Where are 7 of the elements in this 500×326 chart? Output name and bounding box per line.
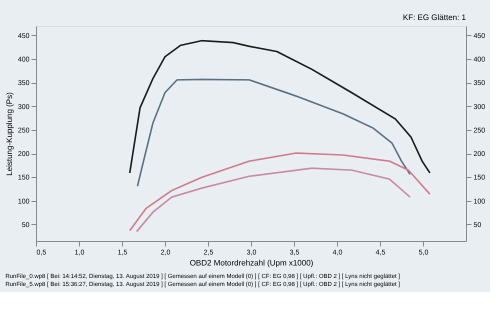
line-series [136,167,411,232]
line-series [128,40,431,174]
line-series [136,78,411,187]
y-axis-title: Leistung-Kupplung (Ps) [4,92,14,176]
text: KF: EG Glätten: 1 [402,13,467,22]
x-axis-title: OBD2 Motordrehzahl (Upm x1000) [190,258,314,268]
line-series [128,152,431,232]
